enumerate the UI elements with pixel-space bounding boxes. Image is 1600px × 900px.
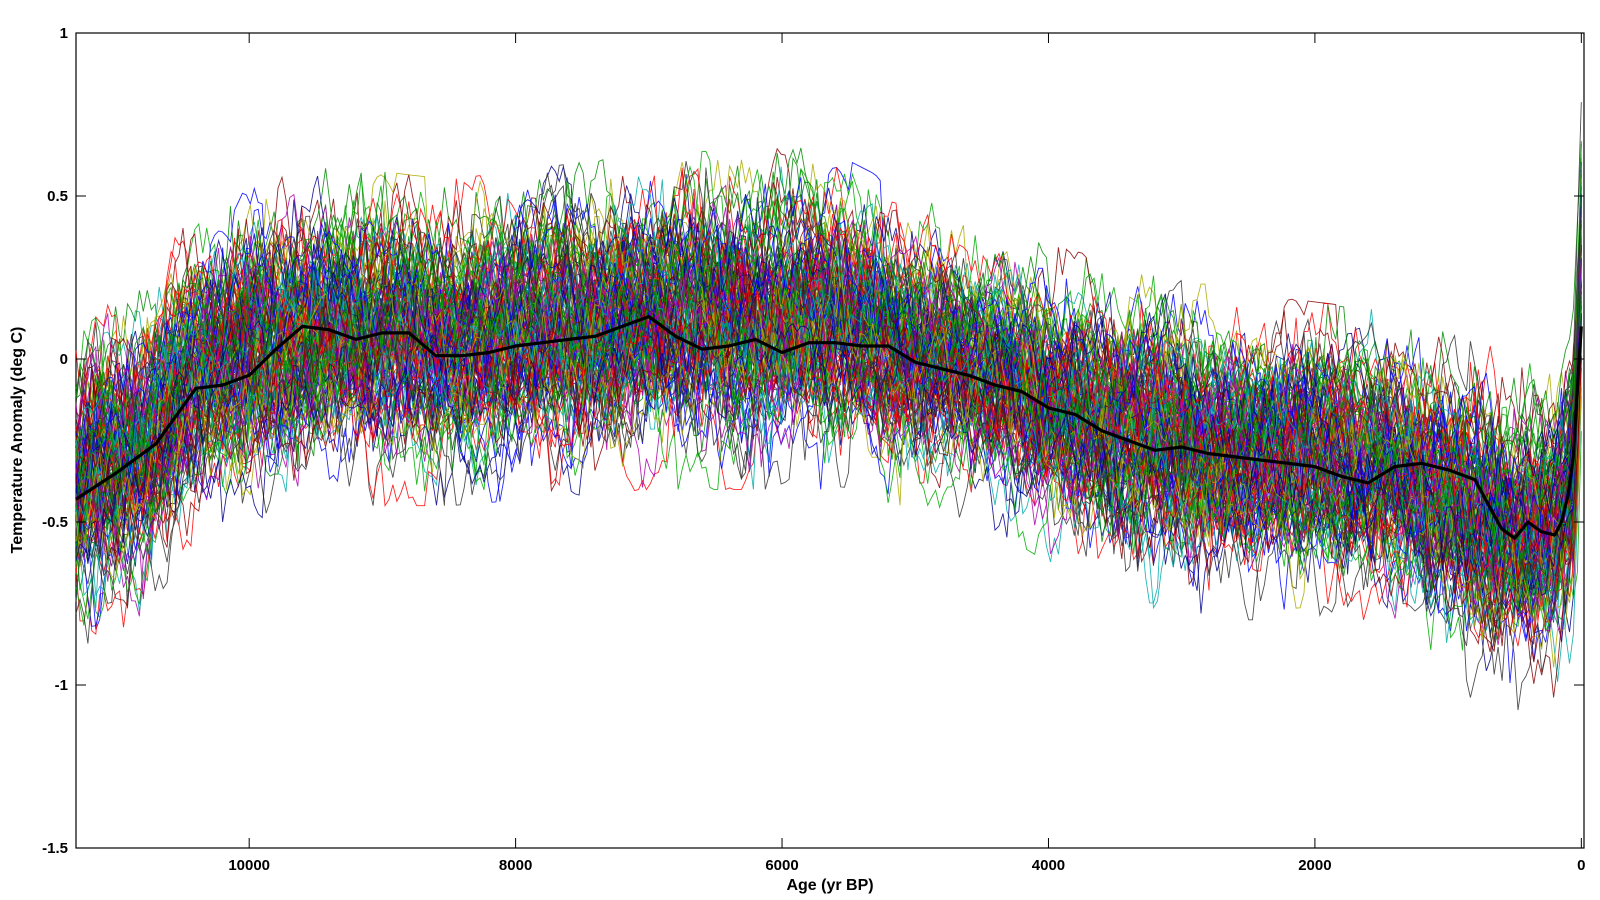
ensemble-line: [75, 184, 1582, 578]
ensemble-line: [75, 289, 1582, 711]
ensemble-line: [75, 177, 1582, 581]
ensemble-line: [75, 295, 1582, 617]
ensemble-lines: [75, 102, 1582, 711]
x-tick-label: 8000: [499, 857, 532, 874]
x-tick-label: 0: [1577, 857, 1585, 874]
y-tick-label: 1: [60, 25, 68, 42]
ensemble-line: [75, 249, 1582, 593]
x-tick-label: 2000: [1298, 857, 1331, 874]
y-tick-label: -1: [55, 677, 68, 694]
x-axis-label: Age (yr BP): [786, 877, 873, 894]
y-tick-label: 0: [60, 351, 68, 368]
y-tick-label: 0.5: [47, 188, 68, 205]
y-axis: 1 0.5 0 -0.5 -1 -1.5: [42, 25, 1584, 857]
ensemble-line: [75, 250, 1582, 628]
ensemble-line: [75, 156, 1582, 593]
y-tick-label: -1.5: [42, 840, 68, 857]
ensemble-line: [75, 167, 1582, 545]
ensemble-line: [75, 224, 1582, 559]
ensemble-line: [75, 258, 1582, 624]
ensemble-line: [75, 226, 1582, 593]
x-tick-label: 4000: [1032, 857, 1065, 874]
ensemble-line: [75, 233, 1582, 650]
ensemble-line: [75, 235, 1582, 698]
ensemble-line: [75, 222, 1582, 582]
mean-line-group: [75, 315, 1583, 540]
ensemble-line: [75, 300, 1582, 622]
x-axis: 10000 8000 6000 4000 2000 0: [228, 33, 1586, 874]
mean-temperature-line: [75, 315, 1583, 540]
y-tick-label: -0.5: [42, 514, 68, 531]
x-tick-label: 6000: [765, 857, 798, 874]
x-tick-label: 10000: [228, 857, 270, 874]
y-axis-label: Temperature Anomaly (deg C): [9, 327, 26, 554]
